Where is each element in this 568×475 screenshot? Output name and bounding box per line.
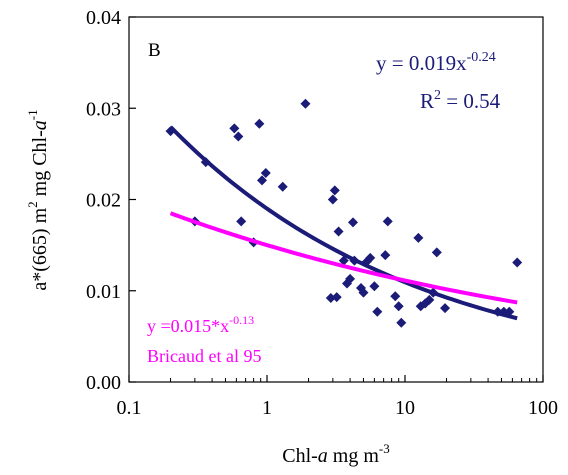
- data-point: [236, 216, 247, 227]
- data-point: [257, 175, 268, 186]
- data-point: [229, 123, 240, 134]
- y-tick-label: 0.01: [86, 281, 121, 303]
- y-tick-label: 0.02: [86, 190, 121, 212]
- x-tick-label: 1: [262, 397, 272, 419]
- power-fit-equation: y = 0.019x-0.24: [376, 50, 496, 75]
- data-point: [333, 226, 344, 237]
- y-tick-label: 0.04: [86, 7, 121, 29]
- reference-fit-curve: [169, 211, 518, 305]
- fit-curves: [169, 125, 518, 321]
- data-point: [390, 291, 401, 302]
- reference-fit-equation: y =0.015*x-0.13: [147, 313, 254, 336]
- data-point: [380, 250, 391, 261]
- y-tick-label: 0.00: [86, 372, 121, 394]
- power-fit-curve: [169, 125, 518, 321]
- x-axis-label: Chl-a mg m-3: [282, 441, 390, 467]
- data-point: [345, 273, 356, 284]
- data-point: [512, 257, 523, 268]
- data-point: [331, 292, 342, 303]
- y-tick-label: 0.03: [86, 98, 121, 120]
- x-tick-label: 100: [528, 397, 558, 419]
- x-tick-label: 0.1: [117, 397, 142, 419]
- reference-source-label: Bricaud et al 95: [147, 346, 261, 366]
- data-point: [440, 303, 451, 314]
- data-point: [254, 118, 265, 129]
- data-point: [372, 306, 383, 317]
- data-point: [413, 232, 424, 243]
- axis-ticks: 0.00 0.01 0.02 0.03 0.04 0.1 1 10 100: [86, 7, 558, 419]
- data-point: [424, 294, 435, 305]
- y-axis-label: a*(665) m2 mg Chl-a-1: [25, 109, 51, 290]
- data-point: [338, 255, 349, 266]
- data-point: [393, 301, 404, 312]
- data-point: [431, 247, 442, 258]
- r-squared-label: R2 = 0.54: [420, 88, 501, 113]
- panel-label: B: [148, 40, 161, 61]
- data-point: [300, 98, 311, 109]
- data-point: [396, 317, 407, 328]
- x-tick-label: 10: [395, 397, 415, 419]
- data-point: [369, 281, 380, 292]
- data-point: [329, 185, 340, 196]
- data-point: [382, 216, 393, 227]
- data-point: [358, 287, 369, 298]
- data-point: [260, 168, 271, 179]
- data-points: [165, 98, 523, 328]
- data-point: [233, 131, 244, 142]
- data-point: [348, 217, 359, 228]
- data-point: [365, 252, 376, 263]
- data-point: [327, 194, 338, 205]
- data-point: [277, 181, 288, 192]
